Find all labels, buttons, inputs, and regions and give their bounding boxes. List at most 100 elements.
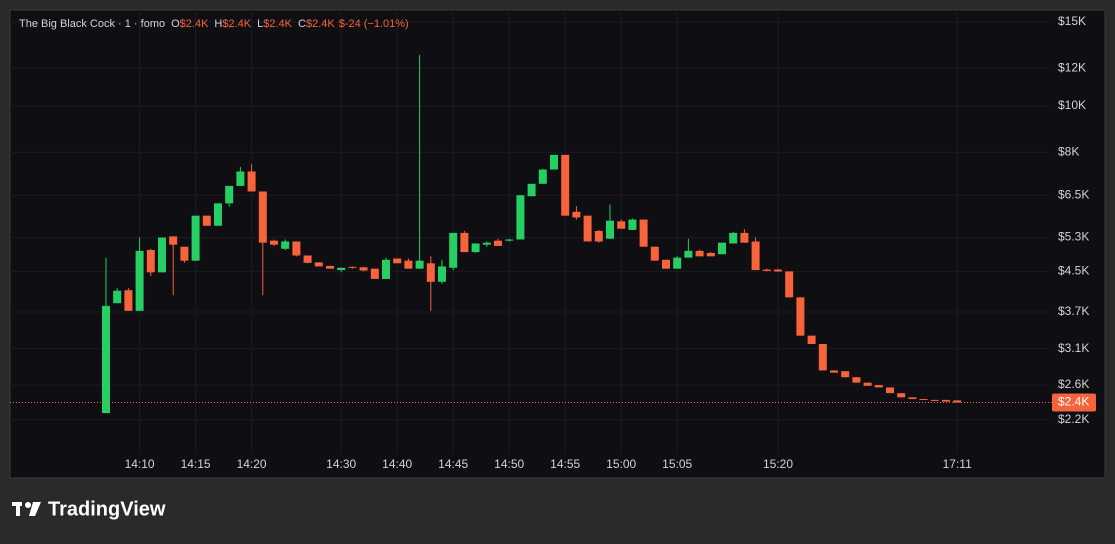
- candle-body: [471, 243, 480, 253]
- candle-body: [247, 171, 256, 192]
- candle-body: [863, 382, 872, 386]
- y-tick-label: $10K: [1058, 98, 1086, 112]
- x-tick-label: 14:30: [326, 457, 356, 471]
- x-tick-label: 14:40: [382, 457, 412, 471]
- candle-body: [393, 258, 402, 264]
- candle-body: [953, 400, 962, 403]
- candle-body: [370, 268, 379, 279]
- x-tick-label: 14:15: [181, 457, 211, 471]
- candle-body: [303, 255, 312, 263]
- x-tick-label: 15:05: [662, 457, 692, 471]
- y-tick-label: $15K: [1058, 14, 1086, 28]
- candle-body: [774, 269, 782, 272]
- candle-body: [852, 377, 861, 383]
- ohlc-value: $2.4K: [263, 18, 292, 30]
- candle-body: [695, 250, 704, 257]
- candle-body: [348, 266, 357, 268]
- legend-title: The Big Black Cock · 1 · fomo: [19, 18, 165, 30]
- last-price-label: $2.4K: [1058, 395, 1089, 409]
- candle-body: [841, 371, 850, 378]
- candle-body: [583, 215, 592, 242]
- candle-body: [897, 393, 906, 398]
- candle-body: [874, 385, 883, 388]
- candle-body: [292, 241, 301, 256]
- legend: The Big Black Cock · 1 · fomo O$2.4K H$2.4…: [19, 18, 409, 30]
- candle-body: [102, 305, 110, 414]
- ohlc-key: H: [214, 18, 222, 30]
- y-tick-label: $3.7K: [1058, 304, 1089, 318]
- logo-mark: [25, 502, 31, 508]
- ohlc-key: L: [257, 18, 263, 30]
- ohlc-value: $2.4K: [180, 18, 209, 30]
- candle-body: [214, 203, 222, 226]
- candle-body: [415, 260, 424, 269]
- candle-body: [561, 154, 570, 216]
- candle-body: [113, 290, 122, 304]
- candle-body: [628, 219, 637, 230]
- y-tick-label: $2.2K: [1058, 412, 1089, 426]
- x-tick-label: 14:45: [438, 457, 468, 471]
- candle-body: [908, 397, 917, 400]
- y-tick-label: $6.5K: [1058, 187, 1089, 201]
- x-tick-label: 17:11: [943, 457, 972, 471]
- candle-body: [527, 183, 536, 197]
- y-tick-label: $3.1K: [1058, 341, 1089, 355]
- ohlc-key: C: [298, 18, 306, 30]
- candle-body: [650, 246, 659, 261]
- candle-body: [494, 240, 502, 246]
- candle-body: [684, 250, 693, 258]
- candle-body: [258, 191, 267, 243]
- y-tick-label: $2.6K: [1058, 377, 1089, 391]
- logo-mark: [29, 502, 41, 516]
- branding: TradingView: [12, 498, 166, 520]
- y-tick-label: $4.5K: [1058, 264, 1089, 278]
- candle-body: [404, 260, 413, 269]
- candle-body: [830, 370, 838, 373]
- candle-body: [482, 242, 491, 245]
- candle-body: [740, 232, 749, 243]
- brand-name: TradingView: [48, 498, 166, 520]
- candle-body: [180, 246, 189, 261]
- candle-body: [337, 267, 346, 271]
- candle-body: [158, 237, 166, 273]
- candle-body: [146, 250, 155, 273]
- x-tick-label: 15:00: [606, 457, 636, 471]
- logo-mark: [16, 502, 20, 516]
- candle-body: [594, 230, 603, 242]
- candle-body: [124, 290, 133, 311]
- candle-body: [426, 263, 435, 282]
- candle-body: [886, 387, 894, 394]
- candle-body: [314, 262, 323, 267]
- plot: $2.2K $2.6K $3.1K $3.7K $4.5K $5.3K $6.5K $8K $1…: [10, 10, 1096, 471]
- candle-body: [942, 399, 950, 402]
- candle-body: [438, 266, 446, 282]
- candle-body: [326, 265, 334, 269]
- x-tick-label: 14:10: [125, 457, 155, 471]
- candle-body: [281, 241, 290, 249]
- ohlc-value: $2.4K: [306, 18, 335, 30]
- ohlc-key: O: [171, 18, 180, 30]
- candle-body: [796, 297, 805, 336]
- candle-body: [505, 239, 514, 241]
- candle-body: [729, 232, 738, 244]
- candle-body: [359, 267, 368, 271]
- candle-body: [662, 259, 670, 269]
- change-label: $-24 (−1.01%): [339, 18, 409, 30]
- y-tick-label: $8K: [1058, 144, 1079, 158]
- candle-body: [706, 252, 715, 257]
- candle-body: [516, 195, 525, 240]
- candle-body: [236, 171, 245, 186]
- candle-body: [606, 220, 614, 239]
- candle-body: [449, 232, 458, 268]
- y-tick-label: $12K: [1058, 60, 1086, 74]
- candle-body: [919, 399, 928, 401]
- x-tick-label: 14:50: [494, 457, 524, 471]
- candle-body: [538, 169, 547, 184]
- x-tick-label: 14:55: [550, 457, 580, 471]
- candle-body: [785, 271, 794, 298]
- candle-body: [639, 219, 648, 247]
- candle-body: [673, 257, 682, 269]
- candle-body: [460, 232, 469, 253]
- candle-body: [762, 269, 771, 271]
